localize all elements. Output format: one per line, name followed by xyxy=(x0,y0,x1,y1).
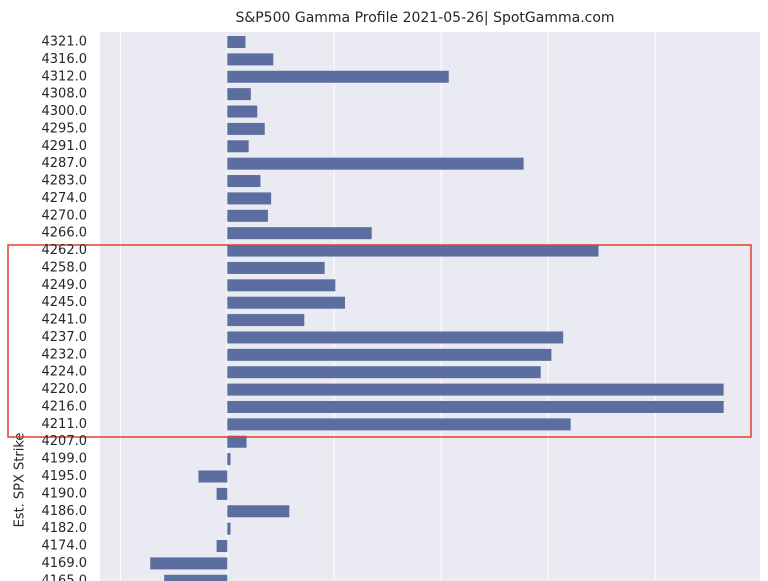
bar xyxy=(227,453,231,466)
y-tick-label: 4224.0 xyxy=(42,365,88,380)
y-tick-label: 4211.0 xyxy=(42,417,88,432)
bar xyxy=(227,227,372,240)
y-tick-label: 4237.0 xyxy=(42,330,88,345)
y-tick-label: 4182.0 xyxy=(42,521,88,536)
bar xyxy=(164,574,228,581)
y-tick-label: 4174.0 xyxy=(42,539,88,554)
bar xyxy=(227,140,249,153)
y-tick-label: 4258.0 xyxy=(42,260,88,275)
bar xyxy=(227,261,325,274)
y-tick-label: 4270.0 xyxy=(42,208,88,223)
bar xyxy=(227,192,272,205)
y-tick-label: 4308.0 xyxy=(42,87,88,102)
bar xyxy=(227,175,261,188)
bar xyxy=(227,366,541,379)
bar xyxy=(227,157,524,170)
bar xyxy=(227,209,268,222)
y-tick-label: 4287.0 xyxy=(42,156,88,171)
highlight-box xyxy=(7,244,752,438)
bar xyxy=(227,505,290,518)
bar xyxy=(227,53,274,66)
bar xyxy=(227,122,265,135)
y-tick-label: 4266.0 xyxy=(42,226,88,241)
y-tick-label: 4207.0 xyxy=(42,434,88,449)
y-tick-label: 4291.0 xyxy=(42,139,88,154)
bar xyxy=(227,70,449,83)
y-axis-label: Est. SPX Strike xyxy=(13,433,28,528)
y-tick-label: 4190.0 xyxy=(42,486,88,501)
bar xyxy=(227,418,571,431)
y-tick-label: 4295.0 xyxy=(42,121,88,136)
y-tick-label: 4300.0 xyxy=(42,104,88,119)
y-tick-label: 4321.0 xyxy=(42,35,88,50)
y-tick-label: 4262.0 xyxy=(42,243,88,258)
bar xyxy=(227,435,247,448)
y-tick-label: 4245.0 xyxy=(42,295,88,310)
y-tick-label: 4312.0 xyxy=(42,69,88,84)
bar xyxy=(227,383,724,396)
bar xyxy=(227,331,564,344)
y-tick-label: 4232.0 xyxy=(42,347,88,362)
y-tick-label: 4283.0 xyxy=(42,174,88,189)
bar xyxy=(198,470,228,483)
bar xyxy=(227,105,258,118)
y-tick-label: 4199.0 xyxy=(42,452,88,467)
y-tick-label: 4216.0 xyxy=(42,399,88,414)
y-tick-label: 4169.0 xyxy=(42,556,88,571)
plot-area xyxy=(100,32,760,581)
y-tick-label: 4195.0 xyxy=(42,469,88,484)
bar xyxy=(227,296,345,309)
y-tick-label: 4186.0 xyxy=(42,504,88,519)
y-tick-label: 4316.0 xyxy=(42,52,88,67)
y-tick-label: 4241.0 xyxy=(42,313,88,328)
y-tick-label: 4274.0 xyxy=(42,191,88,206)
y-tick-label: 4220.0 xyxy=(42,382,88,397)
bar xyxy=(227,522,231,535)
bar xyxy=(227,88,251,101)
bar xyxy=(216,487,228,500)
bar xyxy=(227,314,305,327)
bar xyxy=(227,348,552,361)
bar xyxy=(227,244,599,257)
bar xyxy=(227,36,246,48)
chart-title: S&P500 Gamma Profile 2021-05-26| SpotGam… xyxy=(235,10,614,26)
bar xyxy=(150,557,228,570)
bar xyxy=(227,400,724,413)
y-tick-label: 4249.0 xyxy=(42,278,88,293)
bar xyxy=(216,540,228,553)
bar xyxy=(227,279,336,292)
y-tick-label: 4165.0 xyxy=(42,573,88,581)
